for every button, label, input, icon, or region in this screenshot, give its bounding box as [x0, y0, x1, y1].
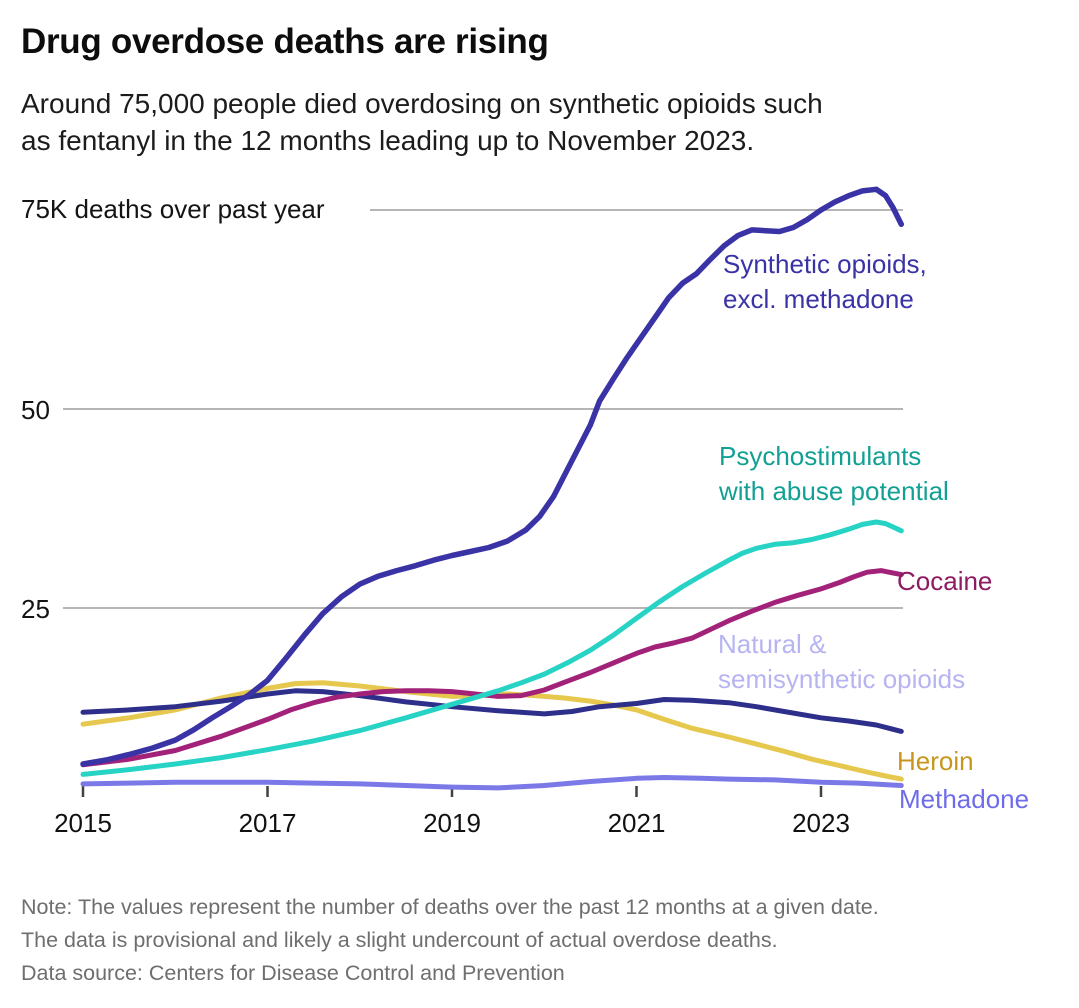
data-source: Data source: Centers for Disease Control… [21, 961, 565, 985]
series-label-psychostimulants: Psychostimulants with abuse potential [719, 439, 949, 509]
series-label-line: Natural & [718, 629, 827, 659]
series-label-methadone: Methadone [899, 782, 1029, 817]
series-label-line: semisynthetic opioids [718, 664, 966, 694]
series-label-heroin: Heroin [897, 744, 974, 779]
y-axis-top-label: 75K deaths over past year [21, 194, 325, 224]
series-label-line: Heroin [897, 746, 974, 776]
series-label-natural-semisynthetic: Natural & semisynthetic opioids [718, 627, 965, 697]
series-label-line: Synthetic opioids, [723, 249, 927, 279]
chart-note: Note: The values represent the number of… [21, 891, 879, 957]
series-label-line: with abuse potential [719, 476, 949, 506]
y-axis-tick-label-25: 25 [21, 594, 50, 624]
x-axis-label-2015: 2015 [54, 808, 112, 838]
series-label-line: Psychostimulants [719, 441, 922, 471]
x-axis-label-2017: 2017 [238, 808, 297, 838]
note-line-1: Note: The values represent the number of… [21, 895, 879, 919]
x-axis-label-2019: 2019 [423, 808, 481, 838]
page-title: Drug overdose deaths are rising [21, 22, 549, 61]
y-axis-tick-label-50: 50 [21, 395, 50, 425]
series-label-line: excl. methadone [723, 284, 914, 314]
series-label-synthetic-opioids: Synthetic opioids, excl. methadone [723, 247, 927, 317]
series-label-line: Cocaine [897, 566, 993, 596]
note-line-2: The data is provisional and likely a sli… [21, 928, 778, 952]
chart-subtitle: Around 75,000 people died overdosing on … [21, 85, 823, 159]
subtitle-line-2: as fentanyl in the 12 months leading up … [21, 125, 755, 156]
x-axis-label-2023: 2023 [792, 808, 850, 838]
series-label-line: Methadone [899, 784, 1030, 814]
x-axis-label-2021: 2021 [607, 808, 666, 838]
series-label-cocaine: Cocaine [897, 564, 992, 599]
subtitle-line-1: Around 75,000 people died overdosing on … [21, 88, 823, 119]
